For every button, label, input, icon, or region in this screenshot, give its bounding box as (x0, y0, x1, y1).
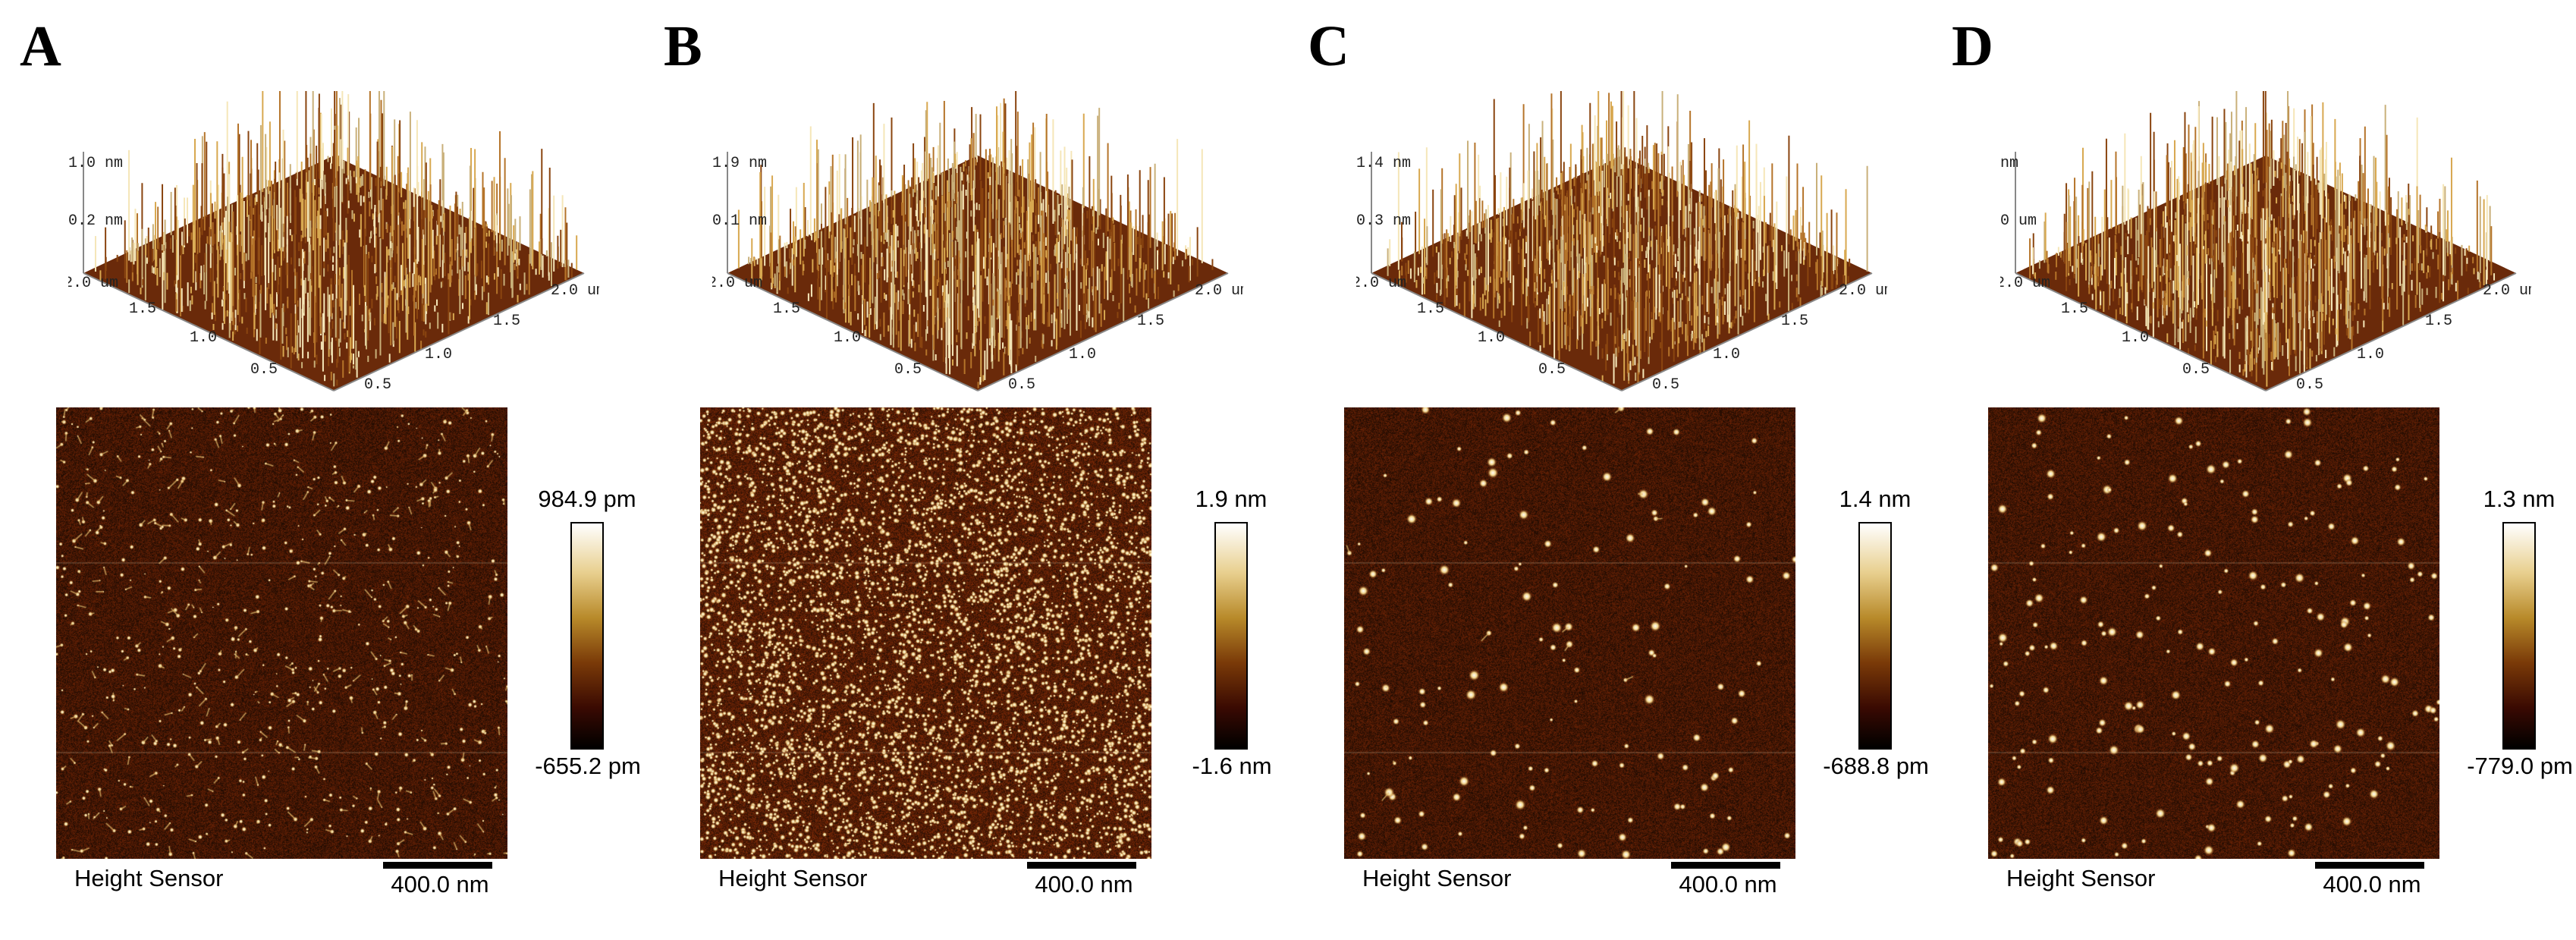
y-tick-3: 1.0 (1478, 329, 1505, 347)
x-tick-3: 1.5 (1781, 313, 1808, 330)
colorbar (1858, 522, 1892, 750)
surface-peaks (727, 91, 1228, 391)
surface-3d-plot: 1.0 nm 0.2 nm 2.0 um 1.5 1.0 0.5 0.5 1.0… (68, 91, 599, 394)
x-tick-2: 1.0 (425, 346, 452, 363)
height-map-image (56, 407, 507, 859)
surface-peaks (1371, 91, 1872, 391)
surface-3d-plot: 1.9 nm 0.1 nm 2.0 um 1.5 1.0 0.5 0.5 1.0… (712, 91, 1243, 394)
x-tick-2: 1.0 (1713, 346, 1740, 363)
height-sensor-label: Height Sensor (74, 865, 224, 891)
x-axis (2265, 272, 2517, 391)
x-tick-3: 1.5 (2425, 313, 2452, 330)
scale-bar-label: 400.0 nm (1035, 871, 1133, 898)
x-tick-3: 1.5 (493, 313, 520, 330)
colorbar-min-label: -779.0 pm (2467, 753, 2573, 779)
colorbar-min-label: -688.8 pm (1823, 753, 1929, 779)
y-tick-4: 0.5 (250, 361, 278, 379)
x-tick-1: 0.5 (1008, 376, 1035, 394)
x-tick-4: 2.0 um (1839, 282, 1887, 300)
y-tick-2: 1.5 (2061, 300, 2088, 318)
colorbar-min-label: -655.2 pm (535, 753, 641, 779)
z-tick-mid: 0.3 nm (1356, 212, 1411, 230)
surface-peaks (83, 91, 584, 391)
height-map-image (1344, 407, 1795, 859)
y-tick-2: 1.5 (1417, 300, 1444, 318)
panel-label: C (1308, 14, 1349, 78)
panel-label: D (1952, 14, 1993, 78)
x-tick-2: 1.0 (1069, 346, 1096, 363)
y-axis (83, 272, 335, 391)
scale-bar-label: 400.0 nm (1679, 871, 1777, 898)
afm-panel-c: C 1.4 nm 0.3 nm 2.0 um 1.5 1.0 0.5 0.5 1… (1288, 0, 1932, 940)
scale-bar (1671, 862, 1780, 869)
scale-bar (383, 862, 492, 869)
x-tick-4: 2.0 um (1195, 282, 1243, 300)
panel-label: A (20, 14, 61, 78)
panel-label: B (664, 14, 702, 78)
surface-3d-plot: 1.4 nm 0.3 nm 2.0 um 1.5 1.0 0.5 0.5 1.0… (1356, 91, 1887, 394)
scale-bar (1027, 862, 1136, 869)
scale-bar-label: 400.0 nm (2323, 871, 2421, 898)
scale-bar-label: 400.0 nm (391, 871, 489, 898)
y-tick-4: 0.5 (1538, 361, 1566, 379)
y-axis (727, 272, 979, 391)
z-tick-mid: 0 um (2000, 212, 2037, 230)
x-tick-2: 1.0 (2357, 346, 2384, 363)
y-tick-4: 0.5 (2182, 361, 2210, 379)
x-tick-1: 0.5 (364, 376, 391, 394)
colorbar (2502, 522, 2536, 750)
y-tick-3: 1.0 (834, 329, 861, 347)
scale-bar (2315, 862, 2424, 869)
height-sensor-label: Height Sensor (1362, 865, 1512, 891)
colorbar (570, 522, 604, 750)
y-tick-3: 1.0 (2122, 329, 2149, 347)
z-tick-top: 1.0 nm (68, 155, 123, 172)
colorbar (1214, 522, 1248, 750)
colorbar-max-label: 984.9 pm (538, 486, 636, 512)
y-axis (2015, 272, 2267, 391)
x-tick-4: 2.0 um (551, 282, 599, 300)
y-tick-2: 1.5 (129, 300, 156, 318)
height-sensor-label: Height Sensor (718, 865, 868, 891)
y-tick-1: 2.0 um (68, 275, 118, 292)
afm-panel-a: A 1.0 nm 0.2 nm 2.0 um 1.5 1.0 0.5 0.5 1… (0, 0, 644, 940)
x-axis (1621, 272, 1873, 391)
x-axis (977, 272, 1229, 391)
colorbar-max-label: 1.3 nm (2483, 486, 2556, 512)
y-tick-1: 2.0 um (2000, 275, 2050, 292)
y-axis (1371, 272, 1623, 391)
colorbar-max-label: 1.4 nm (1839, 486, 1912, 512)
height-map-image (1988, 407, 2439, 859)
z-tick-mid: 0.1 nm (712, 212, 767, 230)
x-tick-4: 2.0 um (2483, 282, 2531, 300)
x-axis (333, 272, 585, 391)
height-sensor-label: Height Sensor (2006, 865, 2156, 891)
colorbar-max-label: 1.9 nm (1195, 486, 1268, 512)
y-tick-2: 1.5 (773, 300, 800, 318)
z-tick-mid: 0.2 nm (68, 212, 123, 230)
y-tick-1: 2.0 um (1356, 275, 1406, 292)
surface-peaks (2015, 91, 2516, 391)
z-tick-top: 1.9 nm (712, 155, 767, 172)
x-tick-3: 1.5 (1137, 313, 1164, 330)
y-tick-1: 2.0 um (712, 275, 762, 292)
height-map-image (700, 407, 1151, 859)
y-tick-4: 0.5 (894, 361, 922, 379)
z-tick-top: nm (2000, 155, 2018, 172)
x-tick-1: 0.5 (1652, 376, 1679, 394)
y-tick-3: 1.0 (190, 329, 217, 347)
z-tick-top: 1.4 nm (1356, 155, 1411, 172)
x-tick-1: 0.5 (2296, 376, 2323, 394)
colorbar-min-label: -1.6 nm (1192, 753, 1272, 779)
afm-panel-b: B 1.9 nm 0.1 nm 2.0 um 1.5 1.0 0.5 0.5 1… (644, 0, 1288, 940)
afm-panel-d: D nm 0 um 2.0 um 1.5 1.0 0.5 0.5 1.0 1.5… (1932, 0, 2576, 940)
surface-3d-plot: nm 0 um 2.0 um 1.5 1.0 0.5 0.5 1.0 1.5 2… (2000, 91, 2531, 394)
